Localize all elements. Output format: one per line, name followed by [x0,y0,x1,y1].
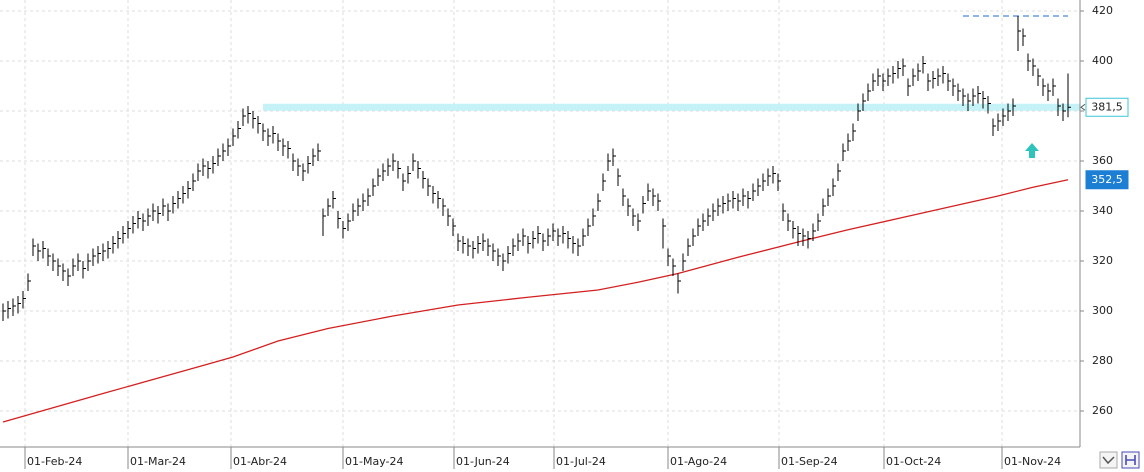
price-label: 381,5 [1091,100,1123,113]
y-tick-label: 300 [1092,304,1113,317]
signal-arrow [1025,143,1039,158]
price-label-box [1085,97,1129,117]
x-tick-label: 01-May-24 [345,455,403,468]
x-tick-label: 01-Mar-24 [130,455,186,468]
scroll-icon [1102,456,1115,465]
x-tick-label: 01-Jun-24 [456,455,510,468]
y-tick-label: 400 [1092,54,1113,67]
y-tick-label: 420 [1092,4,1113,17]
h-icon [1125,455,1136,465]
axis-layer: 26028030032034036038040042001-Feb-2401-M… [24,4,1129,469]
y-tick-label: 360 [1092,154,1113,167]
price-label-box [1085,170,1129,190]
y-tick-label: 340 [1092,204,1113,217]
y-tick-label: 260 [1092,404,1113,417]
x-tick-label: 01-Nov-24 [1004,455,1061,468]
bars-layer [2,16,1071,321]
price-marker [1080,103,1086,111]
price-label: 352,5 [1091,173,1123,186]
scroll-button[interactable] [1099,451,1118,469]
x-tick-label: 01-Sep-24 [781,455,838,468]
moving-average [2,179,1069,423]
y-tick-label: 280 [1092,354,1113,367]
x-tick-label: 01-Ago-24 [670,455,727,468]
x-tick-label: 01-Abr-24 [233,455,287,468]
levels-layer [263,15,1080,111]
ma-layer [2,179,1069,423]
x-tick-label: 01-Jul-24 [556,455,606,468]
y-tick-label: 320 [1092,254,1113,267]
x-tick-label: 01-Feb-24 [27,455,82,468]
x-tick-label: 01-Oct-24 [886,455,941,468]
